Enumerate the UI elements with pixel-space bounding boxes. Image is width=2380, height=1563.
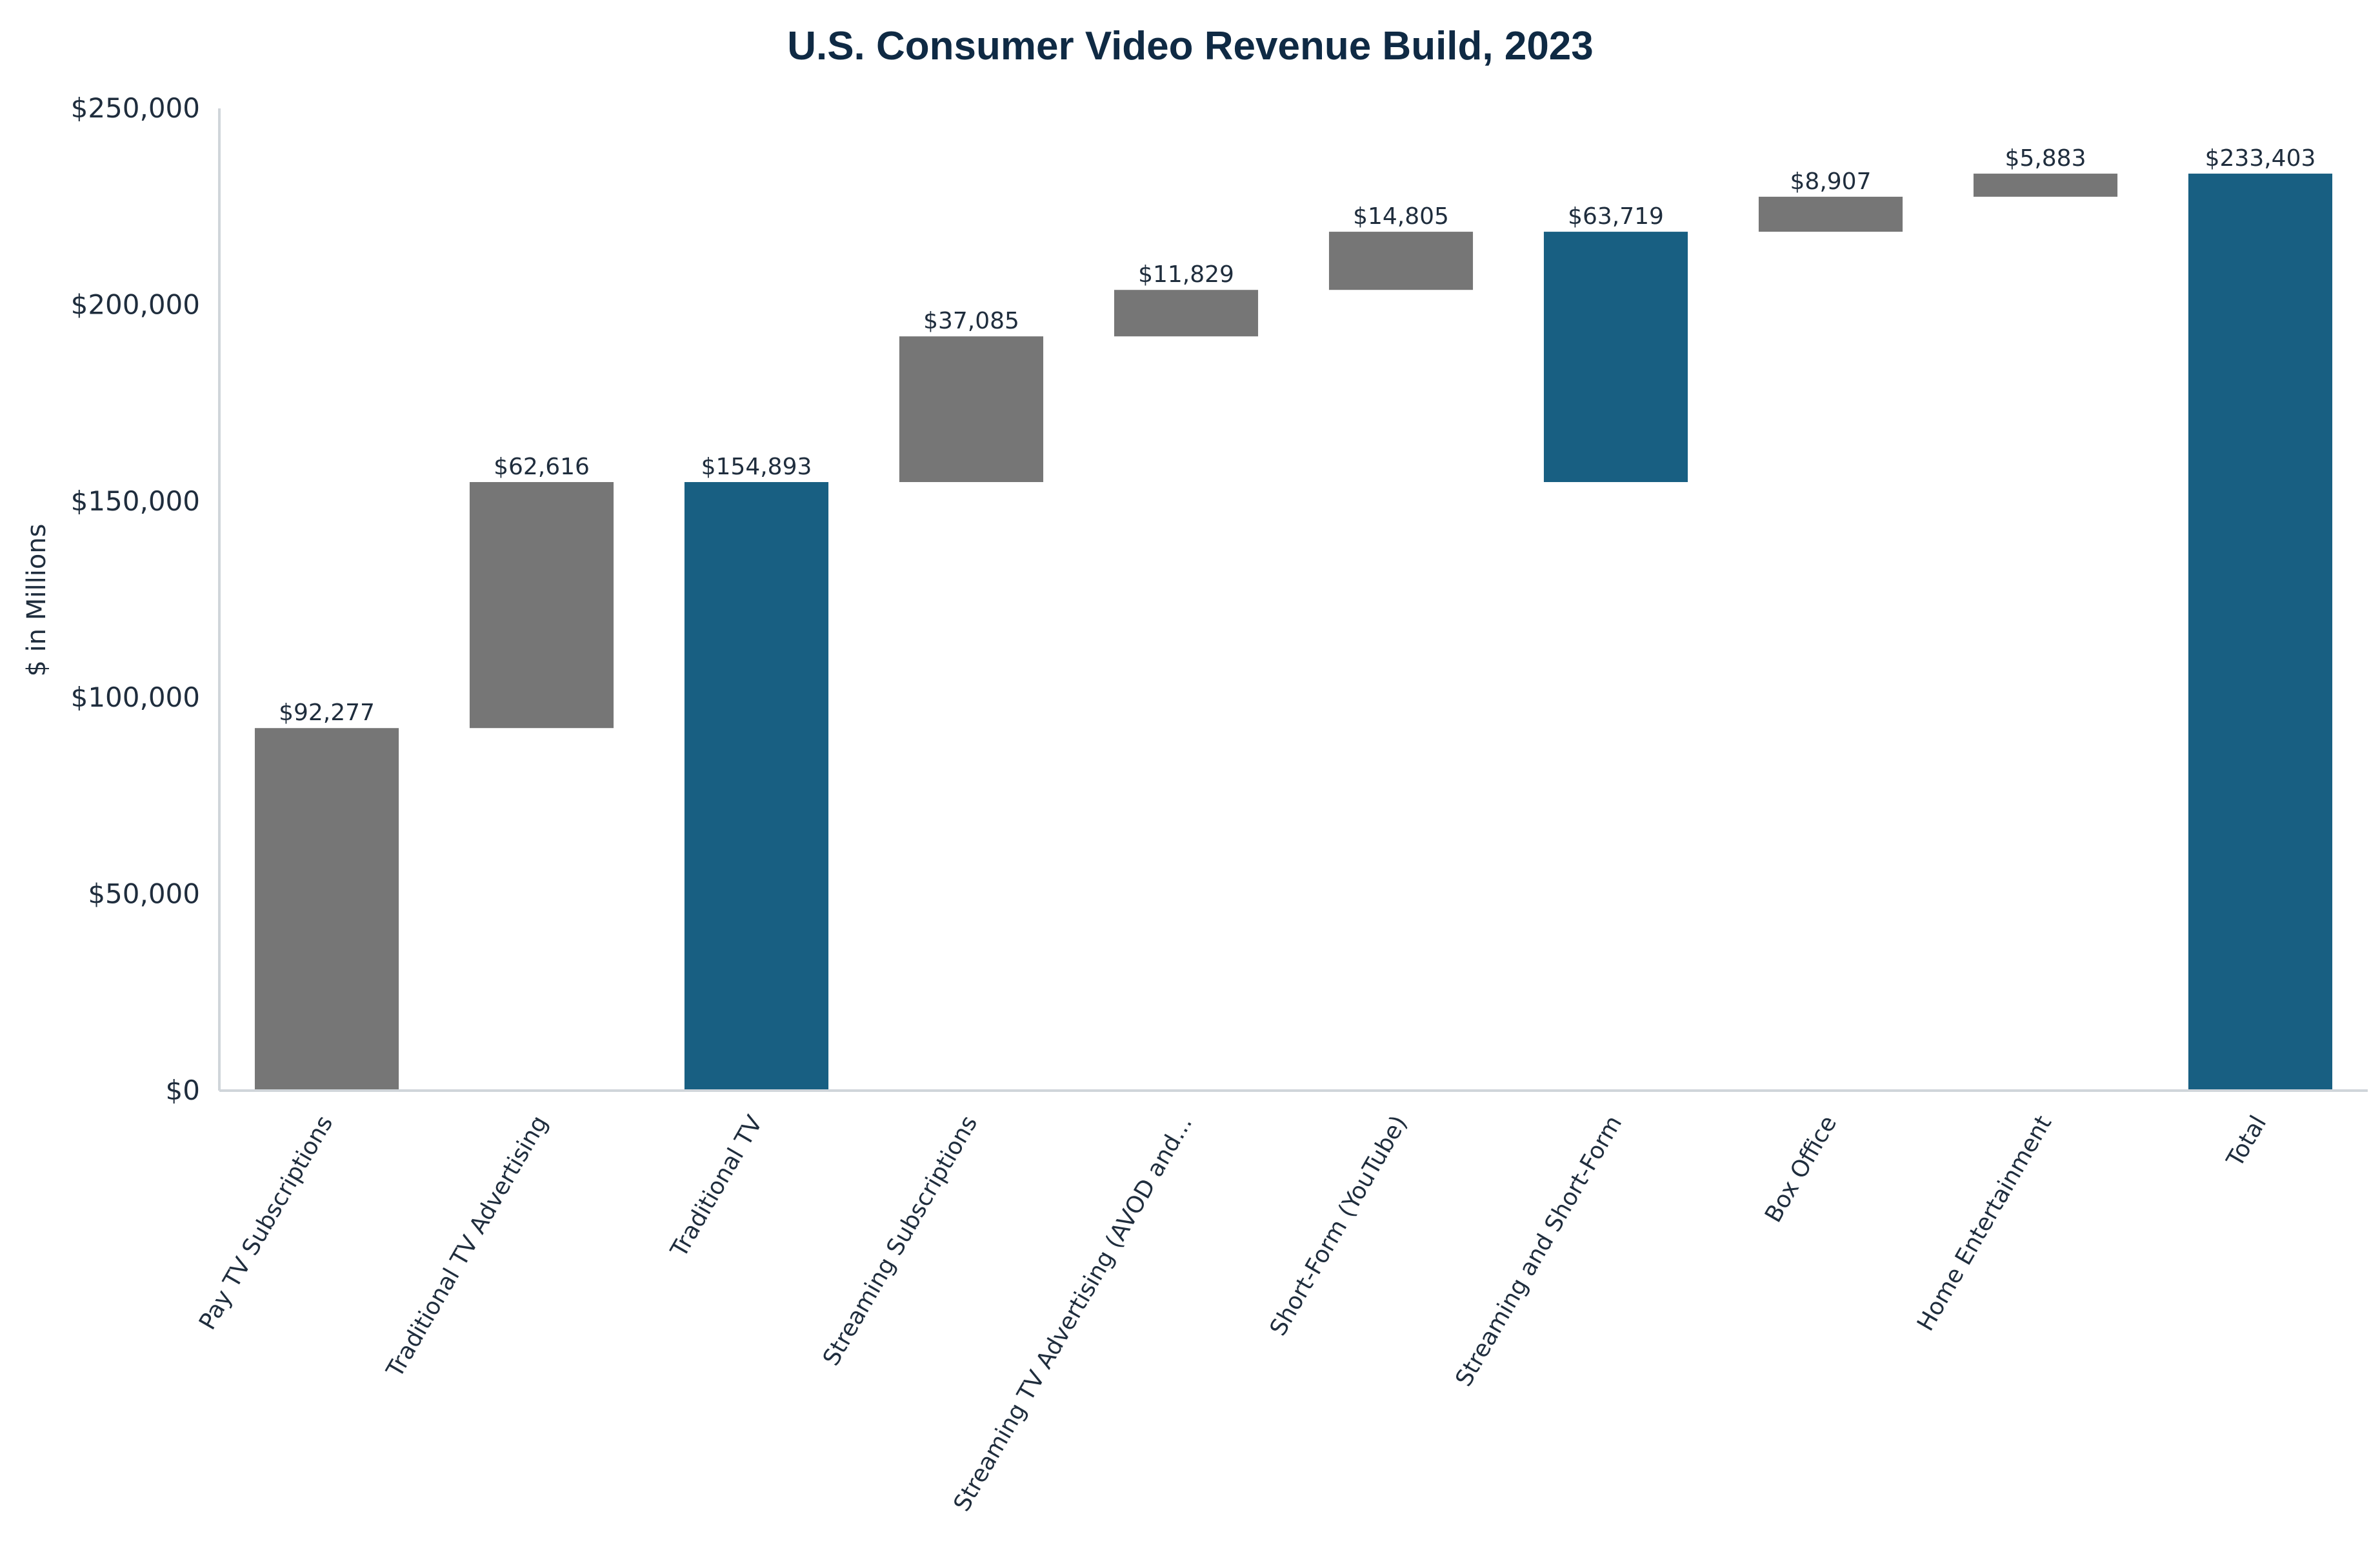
- x-tick-label: Traditional TV Advertising: [381, 1111, 553, 1382]
- x-tick-label: Short-Form (YouTube): [1265, 1111, 1413, 1340]
- y-tick-label: $100,000: [71, 681, 200, 713]
- x-tick-label: Streaming TV Advertising (AVOD and...: [949, 1111, 1198, 1516]
- x-tick-label: Pay TV Subscriptions: [194, 1111, 338, 1335]
- bar-subtotal: [1543, 232, 1688, 483]
- bar-increment: [1758, 196, 1903, 232]
- data-labels: $92,277 $62,616 $154,893 $37,085 $11,829 $14,…: [279, 145, 2315, 726]
- data-label: $8,907: [1790, 168, 1872, 195]
- data-label: $62,616: [494, 454, 590, 480]
- x-tick-label: Box Office: [1760, 1111, 1842, 1227]
- y-tick-label: $0: [166, 1074, 200, 1106]
- y-tick-label: $250,000: [71, 92, 200, 124]
- data-label: $92,277: [279, 700, 375, 726]
- data-label: $14,805: [1353, 203, 1449, 230]
- data-label: $5,883: [2005, 145, 2086, 172]
- bar-increment: [1328, 232, 1474, 290]
- y-tick-label: $50,000: [88, 878, 200, 910]
- data-label: $63,719: [1568, 203, 1664, 230]
- data-label: $154,893: [701, 454, 812, 480]
- bars: [254, 174, 2333, 1091]
- data-label: $37,085: [923, 308, 1019, 334]
- y-tick-label: $150,000: [71, 485, 200, 517]
- y-axis-label: $ in Millions: [22, 524, 52, 677]
- bar-increment: [1973, 174, 2118, 197]
- x-tick-label: Total: [2221, 1111, 2272, 1172]
- x-tick-label: Streaming Subscriptions: [818, 1111, 983, 1370]
- bar-increment: [899, 336, 1044, 483]
- x-axis-ticks: Pay TV Subscriptions Traditional TV Adver…: [194, 1111, 2272, 1516]
- y-axis-ticks: $0 $50,000 $100,000 $150,000 $200,000 $250,00…: [71, 92, 200, 1106]
- bar-increment: [254, 728, 399, 1091]
- bar-increment: [469, 482, 614, 729]
- bar-subtotal: [684, 482, 829, 1091]
- x-tick-label: Streaming and Short-Form: [1450, 1111, 1627, 1391]
- bar-subtotal: [2188, 174, 2333, 1091]
- data-label: $11,829: [1138, 261, 1234, 288]
- y-tick-label: $200,000: [71, 288, 200, 320]
- chart-title: U.S. Consumer Video Revenue Build, 2023: [787, 24, 1594, 68]
- x-tick-label: Home Entertainment: [1912, 1111, 2057, 1335]
- x-tick-label: Traditional TV: [666, 1111, 768, 1262]
- bar-increment: [1114, 290, 1259, 337]
- data-label: $233,403: [2205, 145, 2316, 172]
